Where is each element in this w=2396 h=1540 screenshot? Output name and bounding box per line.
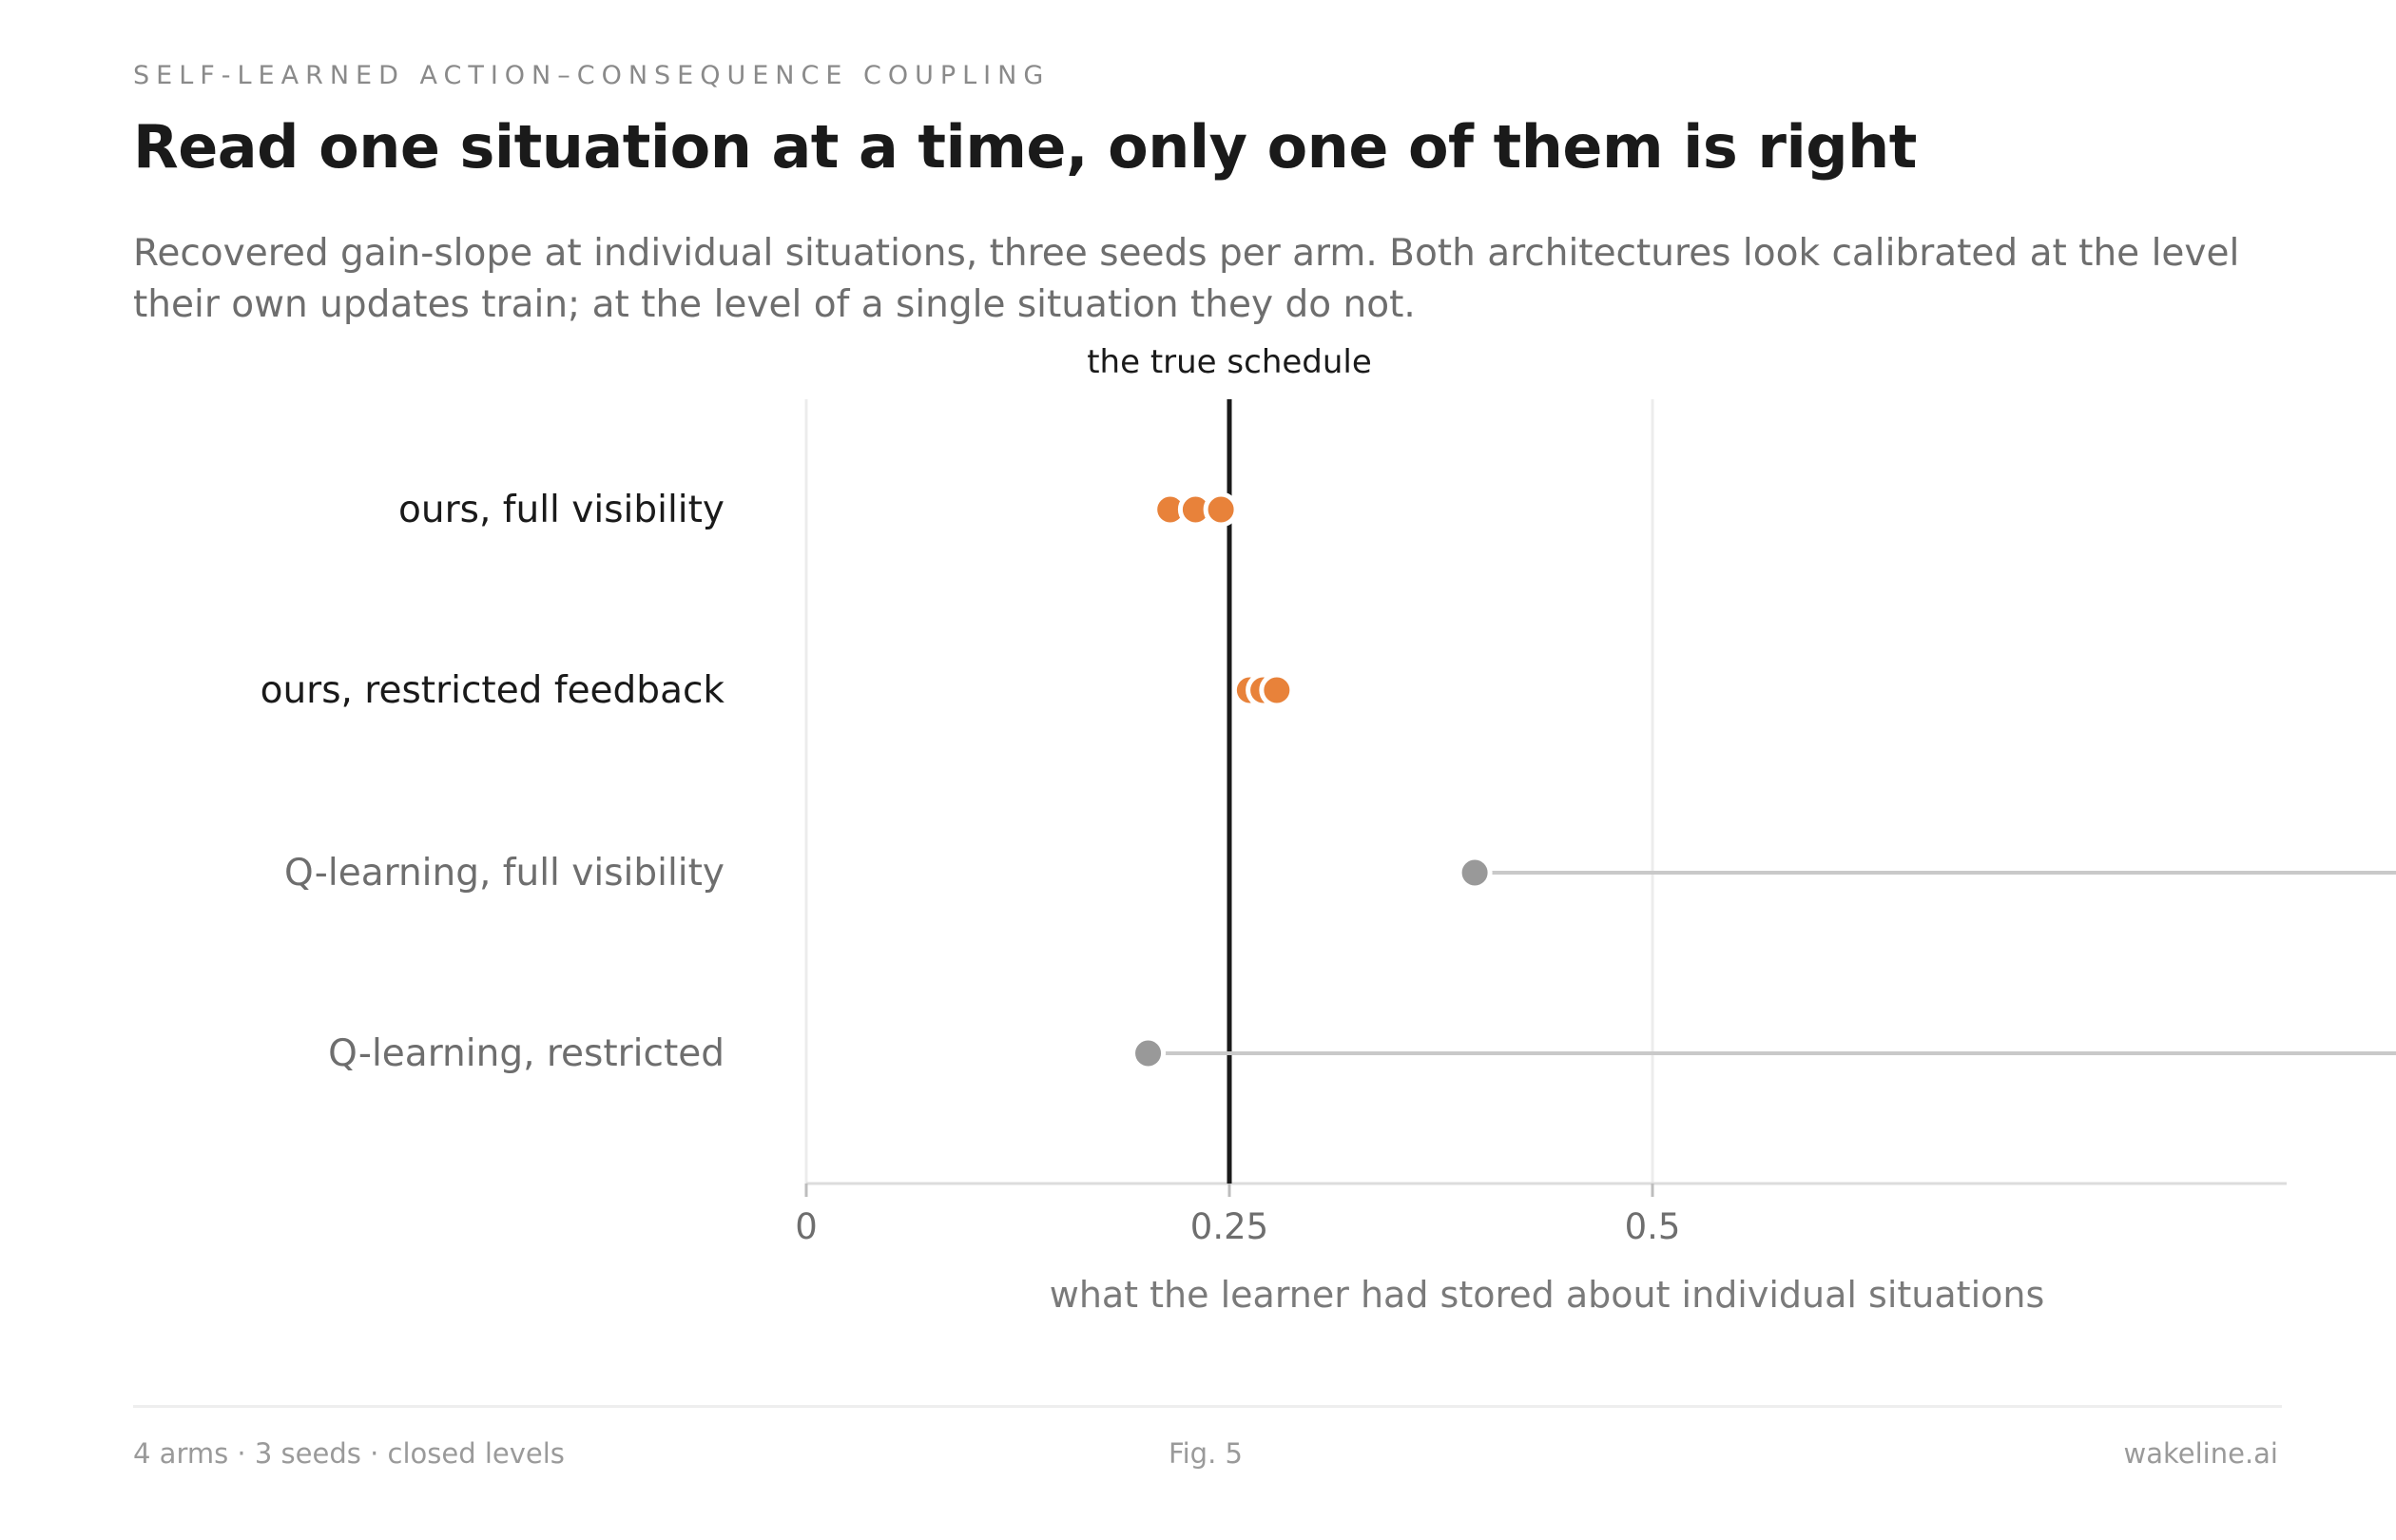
data-point [1457, 855, 1493, 891]
series-label: ours, full visibility [398, 489, 725, 531]
reference-label: the true schedule [1087, 343, 1372, 381]
chart-subtitle: Recovered gain-slope at individual situa… [133, 232, 2240, 326]
series-label: Q-learning, full visibility [284, 852, 725, 895]
x-tick-label: 0.25 [1190, 1206, 1268, 1247]
footer-divider [133, 1405, 2282, 1408]
series-label: ours, restricted feedback [261, 669, 725, 712]
figure-number: Fig. 5 [1169, 1437, 1243, 1470]
footer-source: wakeline.ai [2123, 1437, 2278, 1470]
chart-eyebrow: SELF-LEARNED ACTION–CONSEQUENCE COUPLING [133, 61, 1051, 90]
x-axis-label: what the learner had stored about indivi… [1050, 1274, 2045, 1316]
footer-meta: 4 arms · 3 seeds · closed levels [133, 1437, 565, 1470]
data-point [1203, 491, 1239, 528]
x-tick-label: 0 [795, 1206, 818, 1247]
data-point [1259, 672, 1295, 708]
data-point [1130, 1035, 1167, 1071]
chart-title: Read one situation at a time, only one o… [133, 112, 1917, 182]
series-label: Q-learning, restricted [328, 1032, 725, 1075]
x-tick-label: 0.5 [1625, 1206, 1681, 1247]
